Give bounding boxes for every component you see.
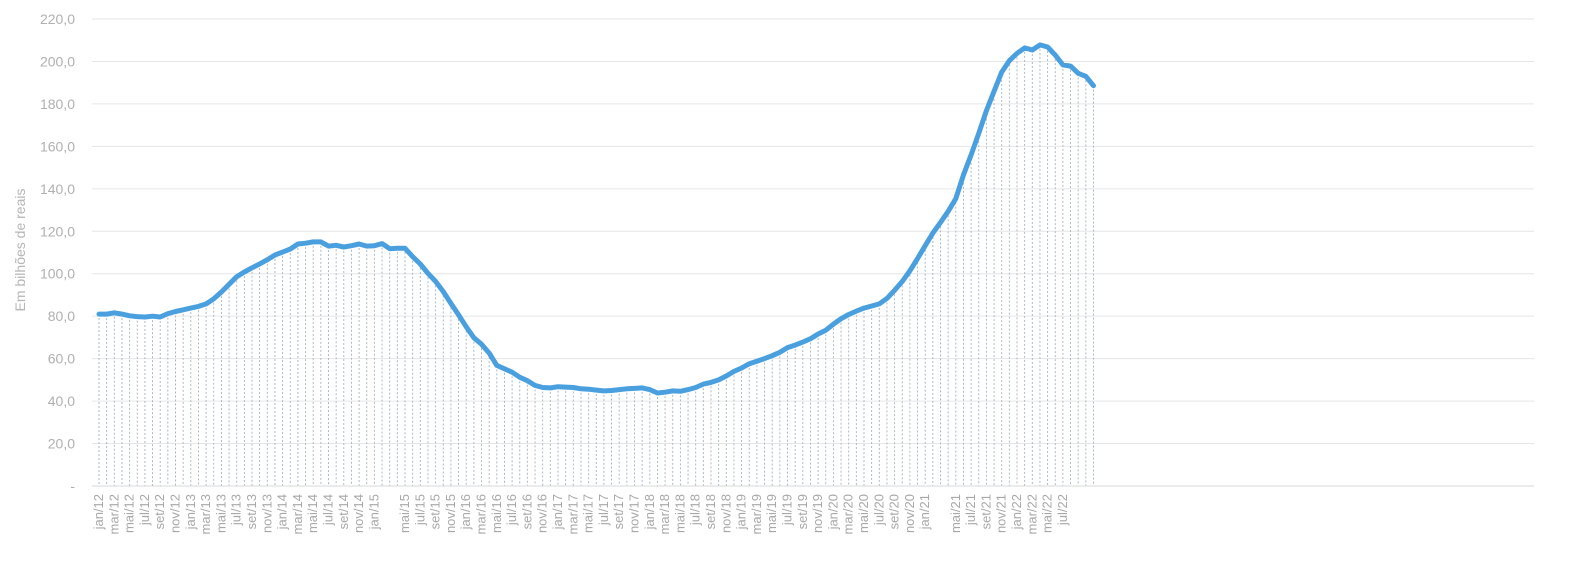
y-tick-label: 140,0 xyxy=(40,181,75,197)
x-tick-label: jul/15 xyxy=(412,494,427,526)
x-tick-label: mai/22 xyxy=(1040,494,1055,533)
x-tick-label: mai/12 xyxy=(122,494,137,533)
x-tick-label: jul/12 xyxy=(137,494,152,526)
x-tick-label: set/12 xyxy=(152,494,167,529)
x-tick-label: nov/15 xyxy=(443,494,458,533)
x-tick-label: nov/21 xyxy=(994,494,1009,533)
x-tick-label: jan/12 xyxy=(91,494,106,530)
x-tick-label: mai/20 xyxy=(856,494,871,533)
x-tick-label: mai/21 xyxy=(948,494,963,533)
x-tick-label: jul/19 xyxy=(780,494,795,526)
x-tick-label: jan/17 xyxy=(550,494,565,530)
y-tick-label: 20,0 xyxy=(48,436,75,452)
x-tick-label: nov/19 xyxy=(810,494,825,533)
x-tick-label: jul/18 xyxy=(688,494,703,526)
x-tick-label: mar/18 xyxy=(657,494,672,534)
x-tick-label: set/18 xyxy=(703,494,718,529)
x-tick-label: nov/14 xyxy=(351,494,366,533)
y-tick-label: 100,0 xyxy=(40,266,75,282)
x-tick-label: jul/17 xyxy=(596,494,611,526)
x-tick-label: mar/19 xyxy=(749,494,764,534)
y-tick-label: 80,0 xyxy=(48,308,75,324)
x-tick-label: mar/12 xyxy=(106,494,121,534)
x-tick-label: mar/22 xyxy=(1024,494,1039,534)
drop-lines xyxy=(98,44,1094,486)
x-tick-label: jan/16 xyxy=(458,494,473,530)
x-tick-label: jan/20 xyxy=(825,494,840,530)
x-tick-label: set/13 xyxy=(244,494,259,529)
x-tick-label: jan/18 xyxy=(642,494,657,530)
x-tick-label: jul/20 xyxy=(871,494,886,526)
x-tick-label: nov/18 xyxy=(718,494,733,533)
x-tick-label: mai/19 xyxy=(764,494,779,533)
x-tick-label: set/14 xyxy=(336,494,351,529)
x-tick-label: set/15 xyxy=(428,494,443,529)
x-tick-label: jan/14 xyxy=(275,494,290,530)
x-tick-label: nov/17 xyxy=(627,494,642,533)
x-tick-label: set/19 xyxy=(795,494,810,529)
x-tick-label: jan/21 xyxy=(917,494,932,530)
x-tick-label: mai/17 xyxy=(581,494,596,533)
x-tick-label: mai/13 xyxy=(213,494,228,533)
x-tick-label: jul/16 xyxy=(504,494,519,526)
x-tick-label: jan/15 xyxy=(366,494,381,530)
x-tick-label: mar/13 xyxy=(198,494,213,534)
x-tick-label: set/16 xyxy=(519,494,534,529)
x-tick-label: jan/22 xyxy=(1009,494,1024,530)
x-tick-label: mai/18 xyxy=(672,494,687,533)
x-tick-label: jan/19 xyxy=(734,494,749,530)
x-tick-label: mar/14 xyxy=(290,494,305,534)
x-tick-label: set/21 xyxy=(978,494,993,529)
x-tick-label: mai/16 xyxy=(489,494,504,533)
x-tick-label: jul/21 xyxy=(963,494,978,526)
y-tick-label: - xyxy=(70,478,75,494)
x-tick-label: nov/12 xyxy=(168,494,183,533)
y-tick-label: 200,0 xyxy=(40,53,75,69)
x-tick-label: mai/14 xyxy=(305,494,320,533)
y-tick-label: 120,0 xyxy=(40,223,75,239)
x-tick-label: mar/16 xyxy=(474,494,489,534)
y-tick-label: 180,0 xyxy=(40,96,75,112)
y-tick-label: 160,0 xyxy=(40,138,75,154)
y-tick-label: 220,0 xyxy=(40,11,75,27)
x-tick-label: mai/15 xyxy=(397,494,412,533)
x-tick-label: nov/13 xyxy=(259,494,274,533)
x-tick-label: set/20 xyxy=(887,494,902,529)
x-axis: jan/12 mar/12 mai/12 jul/12 set/12 nov/12 jan/… xyxy=(91,494,1070,534)
x-tick-label: nov/16 xyxy=(535,494,550,533)
x-tick-label: jul/13 xyxy=(229,494,244,526)
x-tick-label: jul/14 xyxy=(321,494,336,526)
x-tick-label: mar/20 xyxy=(841,494,856,534)
y-axis: - 20,0 40,0 60,0 80,0 100,0 120,0 140,0 160,0 180… xyxy=(40,11,75,494)
x-tick-label: jul/22 xyxy=(1055,494,1070,526)
x-tick-label: mar/17 xyxy=(565,494,580,534)
y-tick-label: 40,0 xyxy=(48,393,75,409)
series-line xyxy=(96,42,1096,396)
x-tick-label: jan/13 xyxy=(183,494,198,530)
y-tick-label: 60,0 xyxy=(48,351,75,367)
gridlines xyxy=(92,18,1534,487)
x-tick-label: nov/20 xyxy=(902,494,917,533)
x-tick-label: set/17 xyxy=(611,494,626,529)
